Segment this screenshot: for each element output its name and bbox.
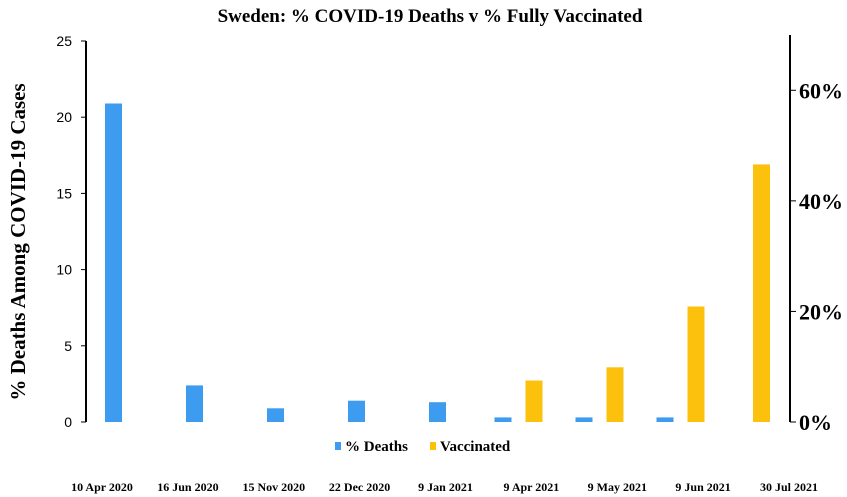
x-tick-label: 9 Jan 2021 [418, 480, 473, 494]
bar-vaccinated [687, 306, 705, 422]
bars [105, 103, 770, 422]
x-tick-label: 9 May 2021 [588, 480, 647, 494]
right-tick-label: 60% [799, 78, 843, 103]
bar-deaths [429, 402, 446, 422]
legend-swatch-deaths [335, 442, 341, 450]
bar-deaths [656, 417, 674, 422]
right-tick-labels: 0% 20% 40% 60% [790, 78, 843, 435]
x-tick-label: 22 Dec 2020 [329, 480, 390, 494]
bar-deaths [186, 385, 203, 422]
chart-title: Sweden: % COVID-19 Deaths v % Fully Vacc… [218, 6, 643, 27]
left-tick-label: 0 [64, 414, 72, 430]
legend: % Deaths Vaccinated [335, 439, 511, 455]
left-tick-labels: 0 5 10 15 20 25 [56, 33, 86, 430]
legend-swatch-vaccinated [430, 442, 436, 450]
x-tick-label: 30 Jul 2021 [760, 480, 818, 494]
x-tick-label: 9 Jun 2021 [675, 480, 730, 494]
x-tick-label: 9 Apr 2021 [504, 480, 560, 494]
bar-deaths [575, 417, 593, 422]
bar-deaths [105, 103, 122, 422]
bar-vaccinated [606, 367, 624, 422]
y-axis-label: % Deaths Among COVID-19 Cases [6, 83, 30, 400]
bar-vaccinated [525, 380, 543, 422]
x-tick-labels: 10 Apr 2020 16 Jun 2020 15 Nov 2020 22 Dec … [71, 480, 818, 494]
left-tick-label: 25 [56, 33, 72, 49]
x-tick-label: 16 Jun 2020 [157, 480, 218, 494]
legend-label-deaths: % Deaths [345, 439, 408, 455]
legend-label-vaccinated: Vaccinated [440, 439, 511, 455]
x-tick-label: 10 Apr 2020 [71, 480, 133, 494]
x-tick-label: 15 Nov 2020 [242, 480, 305, 494]
left-tick-label: 15 [56, 185, 72, 201]
bar-deaths [267, 408, 284, 422]
right-tick-label: 0% [799, 410, 832, 435]
left-tick-label: 5 [64, 338, 72, 354]
right-tick-label: 40% [799, 189, 843, 214]
bar-deaths [348, 400, 365, 422]
right-tick-label: 20% [799, 299, 843, 324]
left-tick-label: 20 [56, 109, 72, 125]
bar-deaths [494, 417, 512, 422]
left-tick-label: 10 [56, 262, 72, 278]
bar-vaccinated [753, 164, 770, 422]
